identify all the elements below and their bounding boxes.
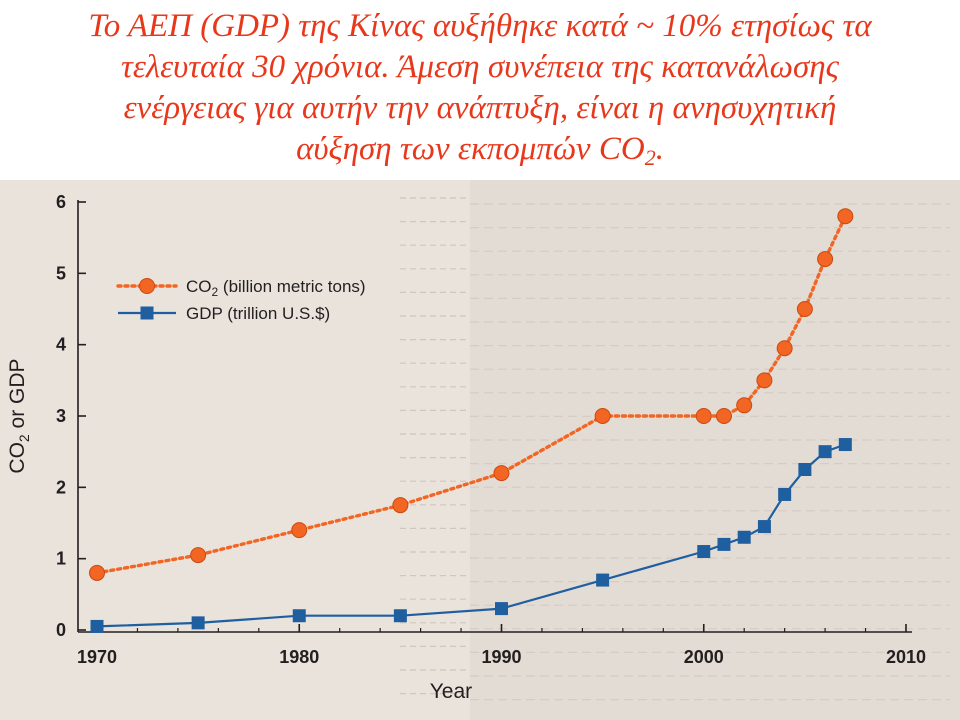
x-axis-title: Year xyxy=(430,680,472,703)
co2-data-point xyxy=(736,397,753,414)
co2-data-point xyxy=(89,564,105,581)
co2-data-point xyxy=(756,372,773,389)
caption-line-1: Το ΑΕΠ (GDP) της Κίνας αυξήθηκε κατά ~ 1… xyxy=(88,8,872,44)
gdp-data-point xyxy=(495,602,508,616)
legend-co2-label: CO2 (billion metric tons) xyxy=(186,277,366,299)
legend-co2-marker xyxy=(139,278,155,294)
caption-line-4-main: αύξηση των εκπομπών CO xyxy=(296,131,645,167)
scanned-figure: 1970 1980 1990 2000 2010 0 1 2 3 4 5 6 Year CO2 or GD… xyxy=(0,180,960,720)
co2-data-point xyxy=(715,408,732,424)
chart-legend: CO2 (billion metric tons) GDP (trillion U… xyxy=(116,277,366,323)
y-tick-label: 6 xyxy=(56,192,66,212)
gdp-data-point xyxy=(596,573,610,587)
gdp-data-point xyxy=(778,487,792,501)
gdp-data-point xyxy=(90,619,104,633)
gdp-data-point xyxy=(717,537,731,551)
y-axis-title-rest: or GDP xyxy=(6,358,29,434)
gdp-data-point xyxy=(191,616,205,630)
x-tick-label: 1980 xyxy=(279,647,319,667)
co2-data-point xyxy=(817,251,834,268)
caption-line-2: τελευταία 30 χρόνια. Άμεση συνέπεια της … xyxy=(121,49,839,85)
slide-caption: Το ΑΕΠ (GDP) της Κίνας αυξήθηκε κατά ~ 1… xyxy=(0,6,960,170)
caption-line-3: ενέργειας για αυτήν την ανάπτυξη, είναι … xyxy=(123,90,837,126)
gdp-data-point xyxy=(838,438,852,452)
faint-text-lines xyxy=(400,197,950,701)
caption-line-4-end: . xyxy=(655,131,664,167)
co2-data-point xyxy=(190,547,207,564)
co2-data-point xyxy=(493,465,510,482)
y-axis-title-subscript: 2 xyxy=(16,434,32,442)
scan-texture xyxy=(0,180,960,720)
gdp-data-point xyxy=(818,445,832,459)
co2-data-point xyxy=(695,408,712,424)
y-tick-label: 2 xyxy=(56,477,66,497)
co2-data-point xyxy=(594,408,611,424)
x-tick-label: 1970 xyxy=(77,647,117,667)
legend-gdp-label: GDP (trillion U.S.$) xyxy=(186,304,330,323)
chart-series xyxy=(89,208,854,633)
y-axis-title-main: CO xyxy=(6,442,29,474)
gdp-data-point xyxy=(292,609,306,623)
caption-line-4: αύξηση των εκπομπών CO2. xyxy=(0,129,960,170)
legend-gdp-marker xyxy=(140,306,154,320)
caption-line-4-subscript: 2 xyxy=(644,145,656,170)
gdp-data-point xyxy=(737,530,751,544)
y-tick-label: 5 xyxy=(56,263,66,283)
co2-data-point xyxy=(392,497,409,514)
gdp-data-point xyxy=(393,609,407,623)
gdp-data-point xyxy=(757,520,771,534)
legend-co2-label-rest: (billion metric tons) xyxy=(218,277,365,296)
co2-data-point xyxy=(837,208,854,225)
y-axis-title: CO2 or GDP xyxy=(6,358,32,473)
y-tick-label: 4 xyxy=(56,335,66,355)
gdp-data-point xyxy=(798,463,812,476)
x-tick-label: 2000 xyxy=(684,647,724,667)
x-tick-label: 1990 xyxy=(481,647,521,667)
x-tick-label: 2010 xyxy=(886,647,926,667)
y-tick-label: 3 xyxy=(56,406,66,426)
co2-data-point xyxy=(291,522,308,539)
co2-data-point xyxy=(776,340,793,357)
legend-co2-label-subscript: 2 xyxy=(212,285,219,299)
co2-data-point xyxy=(796,301,813,317)
y-tick-label: 1 xyxy=(56,549,66,569)
y-tick-label: 0 xyxy=(56,620,66,640)
legend-co2-label-main: CO xyxy=(186,277,212,296)
gdp-data-point xyxy=(697,545,711,559)
